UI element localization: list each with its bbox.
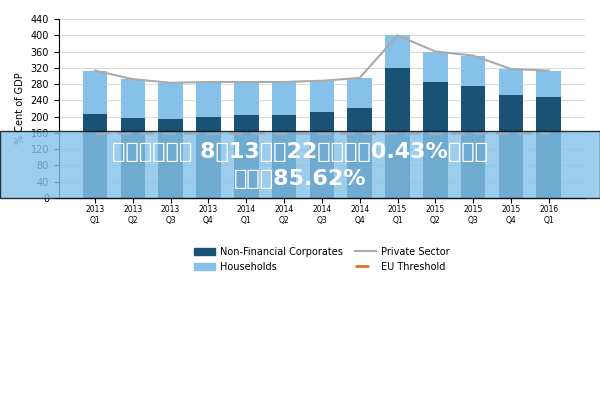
Bar bbox=[121, 118, 145, 198]
Bar bbox=[385, 35, 410, 68]
Private Sector bbox=[394, 33, 401, 38]
Bar bbox=[499, 69, 523, 95]
Bar bbox=[347, 108, 372, 198]
Private Sector bbox=[91, 68, 98, 73]
Bar bbox=[536, 97, 561, 198]
Y-axis label: % Cent of GDP: % Cent of GDP bbox=[15, 72, 25, 144]
Private Sector bbox=[545, 68, 553, 73]
Bar bbox=[347, 78, 372, 108]
Bar bbox=[234, 115, 259, 198]
EU Threshold bbox=[356, 130, 364, 135]
EU Threshold bbox=[318, 130, 325, 135]
Bar bbox=[461, 56, 485, 86]
Private Sector bbox=[242, 80, 250, 84]
Bar bbox=[234, 82, 259, 115]
Bar bbox=[461, 86, 485, 198]
EU Threshold bbox=[129, 130, 136, 135]
Private Sector bbox=[205, 80, 212, 84]
Legend: Non-Financial Corporates, Households, Private Sector, EU Threshold: Non-Financial Corporates, Households, Pr… bbox=[189, 242, 455, 276]
Private Sector bbox=[318, 78, 325, 83]
EU Threshold bbox=[394, 130, 401, 135]
Bar bbox=[310, 81, 334, 112]
Bar bbox=[158, 83, 183, 119]
Bar bbox=[83, 71, 107, 114]
EU Threshold bbox=[470, 130, 477, 135]
EU Threshold bbox=[508, 130, 515, 135]
Private Sector bbox=[356, 76, 364, 80]
Bar bbox=[272, 115, 296, 198]
Bar bbox=[272, 82, 296, 115]
EU Threshold bbox=[242, 130, 250, 135]
Private Sector bbox=[470, 53, 477, 58]
Bar bbox=[536, 71, 561, 97]
Bar bbox=[196, 82, 221, 116]
EU Threshold bbox=[545, 130, 553, 135]
Bar bbox=[423, 52, 448, 82]
Bar bbox=[196, 116, 221, 198]
Private Sector bbox=[508, 66, 515, 71]
Private Sector bbox=[432, 49, 439, 54]
Text: 股票证券投资 8月13日沙22转喀下跌0.43%，转股: 股票证券投资 8月13日沙22转喀下跌0.43%，转股 bbox=[112, 142, 488, 162]
Bar bbox=[499, 95, 523, 198]
Text: 溢价率85.62%: 溢价率85.62% bbox=[233, 169, 367, 189]
EU Threshold bbox=[280, 130, 287, 135]
Bar bbox=[385, 68, 410, 198]
EU Threshold bbox=[432, 130, 439, 135]
Bar bbox=[158, 119, 183, 198]
EU Threshold bbox=[205, 130, 212, 135]
Bar bbox=[83, 114, 107, 198]
Private Sector bbox=[167, 80, 174, 85]
Line: Private Sector: Private Sector bbox=[95, 35, 549, 83]
EU Threshold bbox=[91, 130, 98, 135]
Bar bbox=[310, 112, 334, 198]
Bar bbox=[121, 79, 145, 118]
Private Sector bbox=[129, 77, 136, 82]
EU Threshold bbox=[167, 130, 174, 135]
Bar bbox=[423, 82, 448, 198]
Private Sector bbox=[280, 80, 287, 84]
